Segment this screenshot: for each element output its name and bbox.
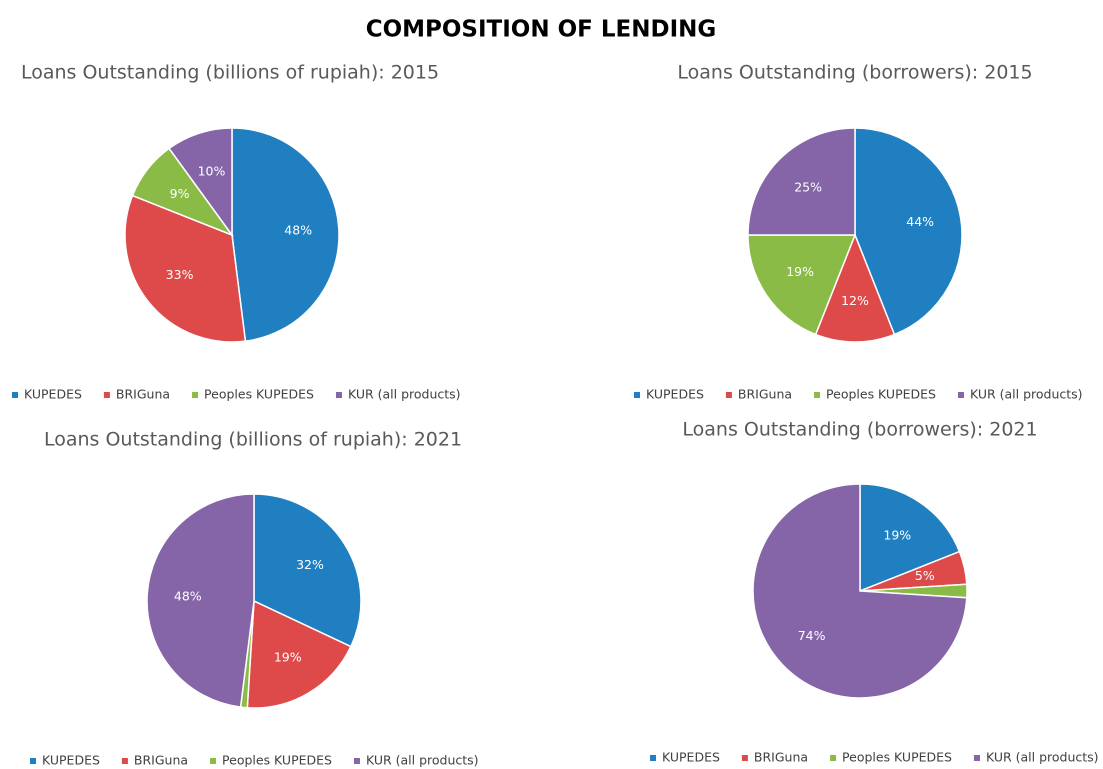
slice-label: 19% <box>786 264 814 279</box>
legend-label: KUR (all products) <box>986 750 1099 765</box>
chart-title: Loans Outstanding (billions of rupiah): … <box>44 429 462 451</box>
legend-swatch <box>725 392 732 398</box>
legend-swatch <box>335 392 342 398</box>
legend-label: KUPEDES <box>42 753 100 768</box>
legend-label: BRIGuna <box>134 753 188 768</box>
legend-label: KUR (all products) <box>348 387 461 402</box>
legend-swatch <box>830 755 837 761</box>
slice-label: 19% <box>883 528 911 543</box>
legend-label: BRIGuna <box>738 387 792 402</box>
legend-label: Peoples KUPEDES <box>222 753 332 768</box>
slice-label: 9% <box>170 186 190 201</box>
legend-label: BRIGuna <box>116 387 170 402</box>
pie-slice <box>231 127 340 342</box>
chart-title: Loans Outstanding (billions of rupiah): … <box>21 62 439 84</box>
slice-label: 48% <box>174 588 202 603</box>
pie-slice <box>124 194 247 343</box>
slice-label: 48% <box>284 222 312 237</box>
legend-swatch <box>650 755 656 761</box>
pie-slice <box>859 483 961 593</box>
legend-swatch <box>741 755 748 761</box>
slice-label: 33% <box>166 267 194 282</box>
pie-chart: Loans Outstanding (billions of rupiah): … <box>30 429 479 768</box>
slice-label: 44% <box>906 214 934 229</box>
slice-label: 32% <box>296 557 324 572</box>
legend-label: KUR (all products) <box>970 387 1083 402</box>
slice-label: 5% <box>915 568 935 583</box>
legend-label: Peoples KUPEDES <box>842 750 952 765</box>
legend-label: KUPEDES <box>24 387 82 402</box>
slice-label: 10% <box>198 163 226 178</box>
legend-label: Peoples KUPEDES <box>204 387 314 402</box>
pie-chart: Loans Outstanding (borrowers): 2021 19% 5%… <box>650 419 1099 765</box>
legend-swatch <box>121 758 128 764</box>
legend-swatch <box>192 392 199 398</box>
legend-label: KUPEDES <box>646 387 704 402</box>
pie-chart: Loans Outstanding (borrowers): 2015 44% 12… <box>634 62 1083 402</box>
legend-swatch <box>12 392 18 398</box>
legend-swatch <box>634 392 640 398</box>
slice-label: 74% <box>798 628 826 643</box>
chart-title: Loans Outstanding (borrowers): 2015 <box>677 62 1032 84</box>
pie-slice <box>146 493 255 708</box>
pie-slice <box>752 483 968 699</box>
legend-swatch <box>30 758 36 764</box>
chart-title: Loans Outstanding (borrowers): 2021 <box>682 419 1037 441</box>
legend-label: BRIGuna <box>754 750 808 765</box>
slice-label: 12% <box>841 293 869 308</box>
legend-swatch <box>957 392 964 398</box>
legend-label: Peoples KUPEDES <box>826 387 936 402</box>
pie-slice <box>854 127 963 336</box>
pie-slice <box>747 234 857 336</box>
pie-slice <box>168 127 233 238</box>
legend-label: KUPEDES <box>662 750 720 765</box>
legend-swatch <box>103 392 110 398</box>
main-title: COMPOSITION OF LENDING <box>366 17 717 43</box>
legend-label: KUR (all products) <box>366 753 479 768</box>
slice-label: 19% <box>274 650 302 665</box>
pie-slice <box>253 493 362 648</box>
pie-slice <box>814 232 896 343</box>
legend-swatch <box>210 758 217 764</box>
legend-swatch <box>353 758 360 764</box>
pie-slice <box>747 127 856 236</box>
slice-label: 25% <box>794 180 822 195</box>
legend-swatch <box>973 755 980 761</box>
legend-swatch <box>814 392 821 398</box>
pie-slice <box>246 599 352 709</box>
pie-chart: Loans Outstanding (billions of rupiah): … <box>12 62 461 402</box>
